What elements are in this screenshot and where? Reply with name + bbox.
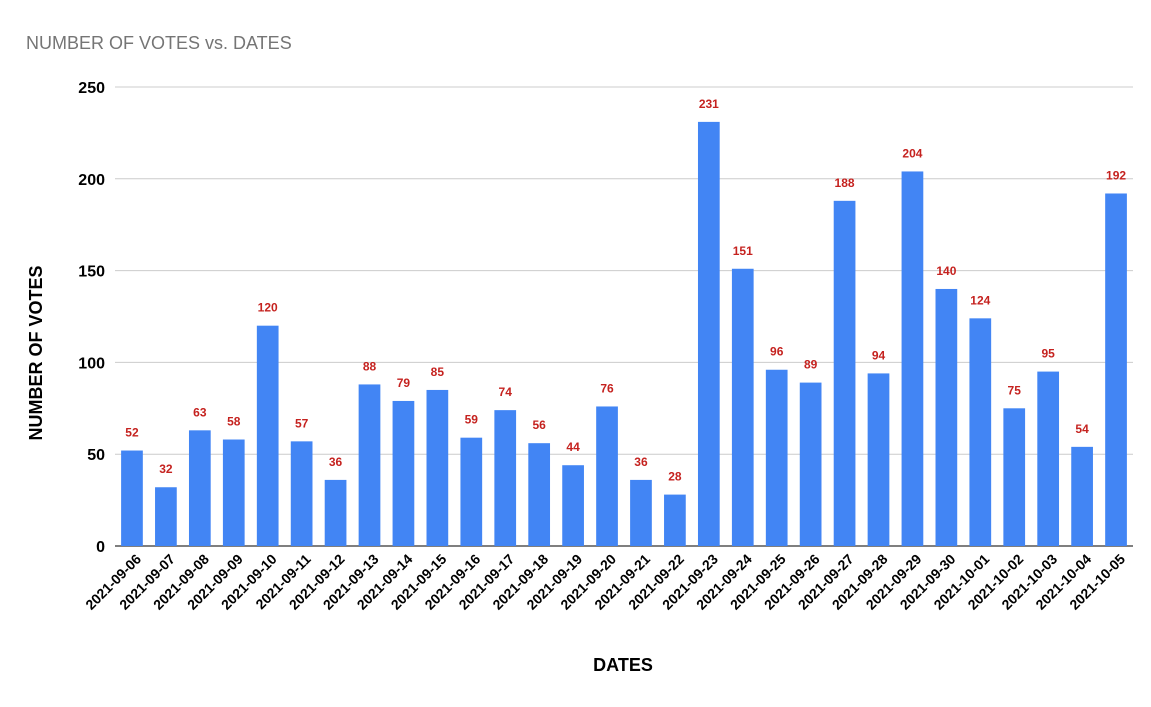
bar <box>358 384 381 546</box>
bar <box>155 487 177 546</box>
bar <box>256 325 279 546</box>
y-tick-label: 200 <box>78 172 105 189</box>
data-label: 89 <box>804 358 818 372</box>
data-label: 95 <box>1041 347 1055 361</box>
bar <box>528 443 551 546</box>
data-label: 28 <box>668 470 682 484</box>
bar <box>935 288 958 546</box>
data-label: 76 <box>600 381 614 395</box>
data-label: 88 <box>363 359 377 373</box>
data-label: 188 <box>835 176 855 190</box>
y-tick-label: 150 <box>78 264 105 281</box>
data-labels: 52 32 63 58 120 57 36 88 79 85 59 74 56 44 76 36 28 231 15… <box>125 97 1126 484</box>
gridlines <box>115 86 1133 547</box>
data-label: 85 <box>431 365 445 379</box>
data-label: 120 <box>258 301 278 315</box>
y-tick-label: 50 <box>87 447 105 464</box>
data-label: 140 <box>936 264 956 278</box>
bar <box>969 318 992 546</box>
chart-title: NUMBER OF VOTES vs. DATES <box>26 33 292 53</box>
bar <box>833 200 856 546</box>
data-label: 94 <box>872 348 886 362</box>
data-label: 124 <box>970 293 990 307</box>
data-label: 54 <box>1075 422 1089 436</box>
data-label: 59 <box>465 413 479 427</box>
data-label: 96 <box>770 345 784 359</box>
bar <box>867 373 890 546</box>
bar <box>799 382 822 546</box>
bar <box>121 450 143 546</box>
bar <box>324 479 347 546</box>
data-label: 151 <box>733 244 753 258</box>
bars <box>121 121 1127 546</box>
data-label: 192 <box>1106 168 1126 182</box>
bar <box>1003 408 1026 546</box>
bar <box>901 171 924 546</box>
y-tick-label: 250 <box>78 80 105 97</box>
bar <box>1037 371 1060 546</box>
data-label: 52 <box>125 426 139 440</box>
bar <box>188 430 211 546</box>
bar <box>765 369 788 546</box>
y-axis-ticks: 0 50 100 150 200 250 <box>78 80 105 556</box>
y-tick-label: 0 <box>96 539 105 556</box>
x-axis-title: DATES <box>593 655 653 675</box>
data-label: 204 <box>902 146 922 160</box>
bar <box>664 494 686 546</box>
data-label: 57 <box>295 416 309 430</box>
data-label: 75 <box>1008 383 1022 397</box>
data-label: 36 <box>634 455 648 469</box>
data-label: 63 <box>193 405 207 419</box>
bar <box>222 439 245 546</box>
bar <box>460 437 483 546</box>
bar <box>596 406 618 546</box>
y-axis-title: NUMBER OF VOTES <box>26 265 46 440</box>
bar <box>392 400 415 546</box>
data-label: 74 <box>499 385 513 399</box>
y-tick-label: 100 <box>78 355 105 372</box>
bar <box>731 268 754 546</box>
x-axis-ticks: 2021-09-062021-09-072021-09-082021-09-09… <box>82 551 1128 613</box>
data-label: 58 <box>227 415 241 429</box>
data-label: 36 <box>329 455 343 469</box>
bar <box>426 389 449 546</box>
data-label: 231 <box>699 97 719 111</box>
bar <box>697 121 720 546</box>
data-label: 56 <box>532 418 546 432</box>
data-label: 44 <box>566 440 580 454</box>
bar <box>494 410 517 546</box>
bar <box>1071 446 1093 546</box>
bar <box>562 465 584 546</box>
bar <box>290 441 313 546</box>
bar <box>1105 193 1127 546</box>
data-label: 79 <box>397 376 411 390</box>
data-label: 32 <box>159 462 173 476</box>
bar <box>630 479 652 546</box>
